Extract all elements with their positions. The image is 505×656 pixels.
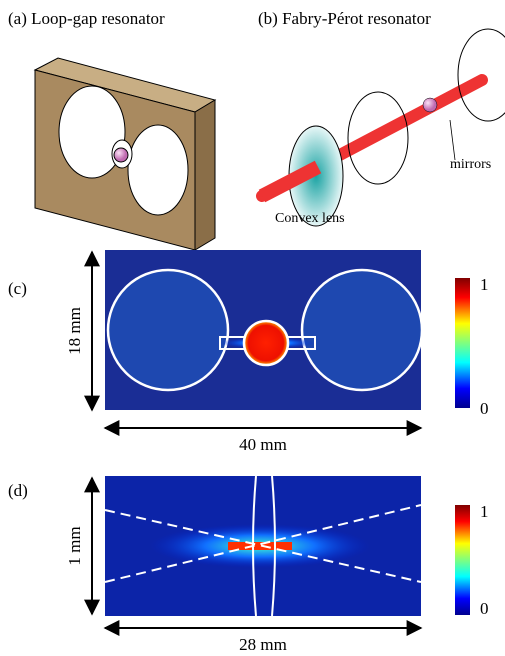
figure: (a) Loop-gap resonator (b) Fabry-Pérot r… [0,0,505,656]
height-label: 18 mm [65,307,84,355]
height-label: 1 mm [65,526,84,565]
panel-b-label: (b) Fabry-Pérot resonator [258,9,431,28]
colorbar-min: 0 [480,399,489,418]
field-map-d [105,476,470,616]
panel-d-label: (d) [8,481,28,500]
loop-gap-block [35,58,215,250]
mirror-label: mirrors [450,157,491,172]
width-label: 40 mm [239,435,287,454]
colorbar-max: 1 [480,275,489,294]
field-map-c [105,250,470,410]
width-label: 28 mm [239,635,287,654]
colorbar-max: 1 [480,502,489,521]
panel-a-label: (a) Loop-gap resonator [8,9,165,28]
lens-label: Convex lens [275,211,345,226]
colorbar-min: 0 [480,599,489,618]
panel-c-label: (c) [8,279,27,298]
fabry-perot-sketch [262,29,505,226]
